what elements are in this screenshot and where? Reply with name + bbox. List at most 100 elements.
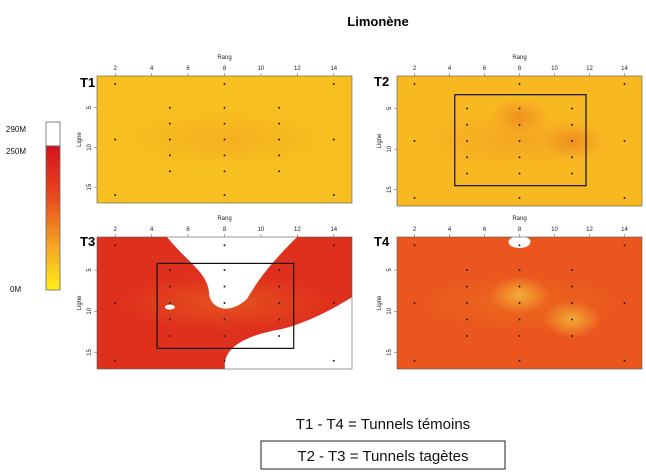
sample-point	[223, 170, 226, 173]
sample-point	[518, 285, 521, 288]
sample-point	[413, 83, 416, 86]
sample-point	[571, 172, 573, 175]
caption-box	[260, 440, 506, 470]
panel-title: T4	[374, 234, 390, 249]
sample-point	[278, 302, 281, 304]
sample-point	[223, 122, 226, 125]
sample-point	[332, 138, 335, 141]
heatmap-blob	[490, 98, 549, 135]
sample-point	[168, 106, 171, 109]
sample-point	[623, 244, 626, 247]
sample-point	[332, 82, 335, 85]
sample-point	[466, 123, 468, 126]
y-axis-label: Ligne	[377, 133, 383, 148]
sample-point	[114, 302, 117, 304]
y-axis-label: Ligne	[77, 295, 83, 310]
x-tick-label: 10	[551, 227, 558, 233]
x-axis-label: Rang	[217, 216, 231, 222]
sample-point	[278, 285, 281, 288]
sample-point	[571, 156, 573, 159]
sample-point	[168, 170, 171, 173]
x-tick-label: 8	[223, 227, 227, 233]
x-tick-label: 12	[294, 227, 301, 233]
x-tick-label: 4	[448, 66, 452, 72]
sample-point	[168, 335, 171, 337]
sample-point	[571, 335, 573, 337]
y-axis-label: Ligne	[77, 132, 83, 147]
sample-point	[168, 302, 171, 304]
y-tick-label: 5	[387, 106, 393, 110]
sample-point	[518, 318, 521, 321]
sample-point	[223, 106, 226, 109]
x-axis-label: Rang	[512, 216, 526, 222]
sample-point	[413, 140, 416, 142]
sample-point	[466, 269, 468, 271]
y-tick-label: 15	[87, 183, 93, 190]
sample-point	[466, 156, 468, 159]
x-tick-label: 14	[330, 227, 337, 233]
sample-point	[571, 140, 573, 142]
sample-point	[223, 318, 226, 321]
x-tick-label: 12	[294, 66, 301, 72]
sample-point	[223, 154, 226, 157]
panel-t1: T1 Rang 2 4 6 8 10 12 14 Ligne 5 10 15	[77, 55, 353, 204]
sample-point	[518, 172, 521, 175]
sample-point	[623, 196, 626, 199]
sample-point	[466, 140, 468, 142]
y-tick-label: 5	[87, 105, 93, 109]
panel-t4: T4 Rang 2 4 6 8 10 12 14 Ligne 5 10 15	[374, 216, 643, 370]
colorbar: 290M 250M 0M	[6, 121, 61, 294]
x-axis-label: Rang	[512, 55, 526, 61]
sample-point	[332, 302, 335, 304]
treatment-box	[156, 262, 295, 349]
sample-point	[571, 318, 573, 321]
sample-point	[571, 302, 573, 304]
x-tick-label: 2	[413, 227, 417, 233]
x-tick-label: 12	[586, 227, 593, 233]
colorbar-cap	[45, 121, 61, 147]
sample-point	[168, 269, 171, 271]
sample-point	[623, 359, 626, 362]
colorbar-label-sat: 250M	[6, 147, 26, 156]
sample-point	[278, 106, 281, 109]
sample-point	[223, 244, 226, 247]
x-tick-label: 4	[448, 227, 452, 233]
sample-point	[518, 140, 521, 142]
sample-point	[518, 107, 521, 110]
sample-point	[332, 359, 335, 362]
y-tick-label: 10	[387, 145, 393, 152]
sample-point	[413, 302, 416, 304]
sample-point	[114, 138, 117, 141]
x-tick-label: 14	[330, 66, 337, 72]
sample-point	[223, 359, 226, 362]
sample-point	[413, 196, 416, 199]
sample-point	[466, 302, 468, 304]
x-tick-label: 8	[518, 227, 522, 233]
panel-t2: T2 Rang 2 4 6 8 10 12 14 Ligne 5 10 15	[374, 55, 643, 207]
sample-point	[623, 140, 626, 142]
sample-point	[518, 359, 521, 362]
sample-point	[332, 244, 335, 247]
no-detection-top	[167, 237, 297, 309]
colorbar-label-min: 0M	[10, 285, 21, 294]
sample-point	[518, 156, 521, 159]
sample-point	[518, 302, 521, 304]
x-tick-label: 12	[586, 66, 593, 72]
sample-point	[466, 172, 468, 175]
x-tick-label: 6	[483, 66, 487, 72]
sample-point	[518, 196, 521, 199]
heatmap-panels: T1 Rang 2 4 6 8 10 12 14 Ligne 5 10 15 T2 Rang 2 4 6 8 10 12…	[77, 55, 643, 370]
sample-point	[518, 123, 521, 126]
no-detection-spot	[164, 304, 175, 310]
x-tick-label: 2	[413, 66, 417, 72]
x-tick-label: 4	[150, 227, 154, 233]
no-detection-spot	[508, 237, 531, 248]
sample-point	[168, 138, 171, 141]
sample-point	[623, 83, 626, 86]
sample-point	[518, 335, 521, 337]
colorbar-gradient	[45, 145, 61, 291]
x-tick-label: 10	[258, 227, 265, 233]
sample-point	[466, 318, 468, 321]
sample-point	[571, 269, 573, 271]
